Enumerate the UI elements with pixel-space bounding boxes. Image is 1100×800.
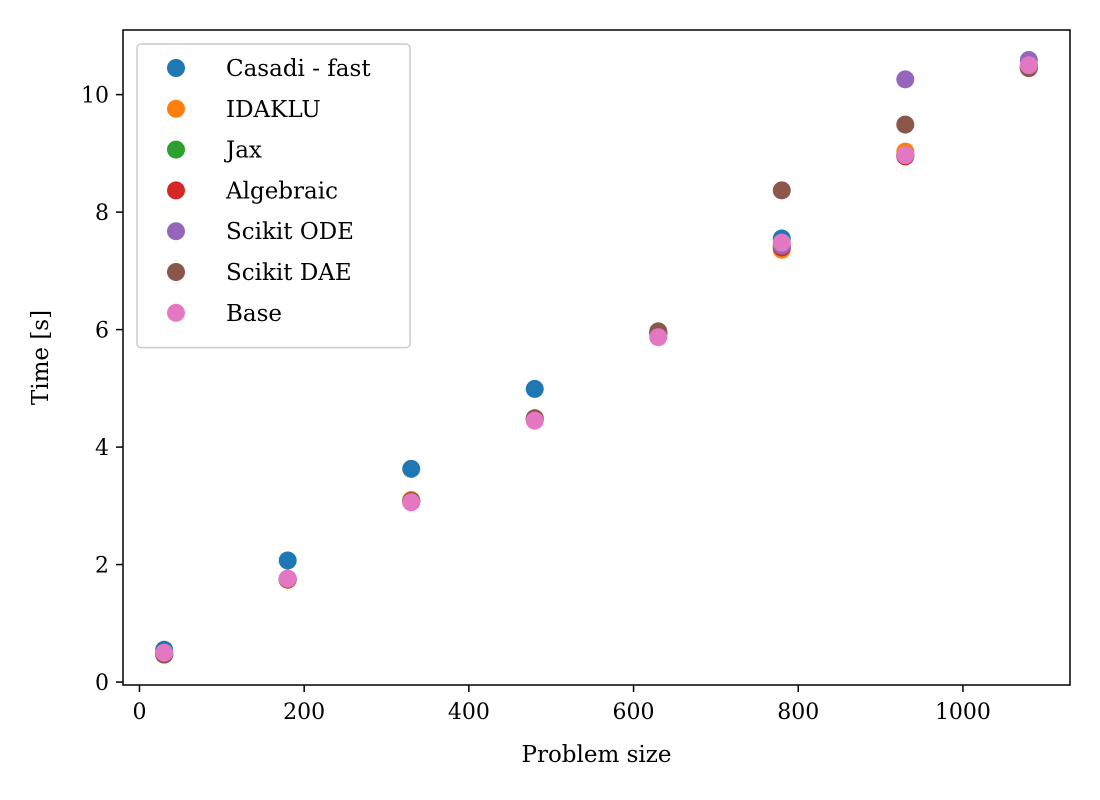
legend-label: Scikit DAE	[226, 260, 352, 286]
data-point	[278, 551, 297, 570]
x-tick-label: 800	[777, 700, 819, 725]
legend-item: Base	[167, 301, 282, 327]
legend-item: Casadi - fast	[167, 56, 371, 82]
legend-marker	[167, 303, 185, 322]
legend-label: Casadi - fast	[226, 56, 371, 82]
data-point	[896, 115, 915, 134]
data-point	[525, 379, 544, 398]
x-tick-label: 1000	[935, 700, 991, 725]
legend-item: IDAKLU	[167, 97, 321, 123]
y-tick-label: 0	[95, 671, 109, 696]
plot-frame	[122, 29, 1071, 686]
x-tick-label: 600	[613, 700, 655, 725]
legend-frame	[136, 43, 411, 349]
legend-marker	[167, 59, 185, 77]
legend-label: Algebraic	[225, 178, 338, 204]
legend-marker	[167, 222, 185, 241]
data-points	[155, 50, 1038, 664]
legend-marker	[167, 181, 185, 200]
x-tick-label: 0	[132, 700, 146, 725]
legend-item: Algebraic	[167, 178, 338, 204]
legend-marker	[167, 263, 185, 281]
y-tick-label: 2	[95, 554, 109, 579]
data-point	[402, 493, 421, 512]
legend-label: Jax	[224, 138, 262, 164]
y-tick-label: 6	[95, 319, 109, 344]
data-point	[772, 233, 791, 252]
x-axis: 0 200 400 600 800 1000	[132, 685, 991, 725]
legend-label: Scikit ODE	[226, 219, 354, 245]
data-point	[155, 643, 174, 662]
x-tick-label: 400	[448, 700, 490, 725]
y-axis: 0 2 4 6 8 10	[81, 84, 123, 696]
legend-label: Base	[226, 301, 282, 327]
data-point	[525, 411, 544, 430]
legend-marker	[167, 140, 185, 159]
data-point	[772, 181, 791, 200]
legend-label: IDAKLU	[226, 97, 321, 123]
y-tick-label: 10	[81, 84, 109, 109]
data-point	[896, 146, 915, 165]
y-tick-label: 4	[95, 436, 109, 461]
x-tick-label: 200	[283, 700, 325, 725]
legend-item: Jax	[167, 138, 262, 164]
data-point	[896, 70, 915, 89]
y-tick-label: 8	[95, 201, 109, 226]
data-point	[402, 459, 421, 478]
legend-item: Scikit ODE	[167, 219, 354, 245]
data-point	[649, 328, 668, 347]
legend-marker	[167, 99, 185, 118]
x-axis-label: Problem size	[521, 742, 671, 768]
data-point	[278, 569, 297, 588]
legend-item: Scikit DAE	[167, 260, 352, 286]
legend: Casadi - fast IDAKLU Jax Algebraic Scikit OD…	[136, 43, 411, 349]
y-axis-label: Time [s]	[28, 310, 54, 405]
data-point	[1019, 56, 1038, 75]
